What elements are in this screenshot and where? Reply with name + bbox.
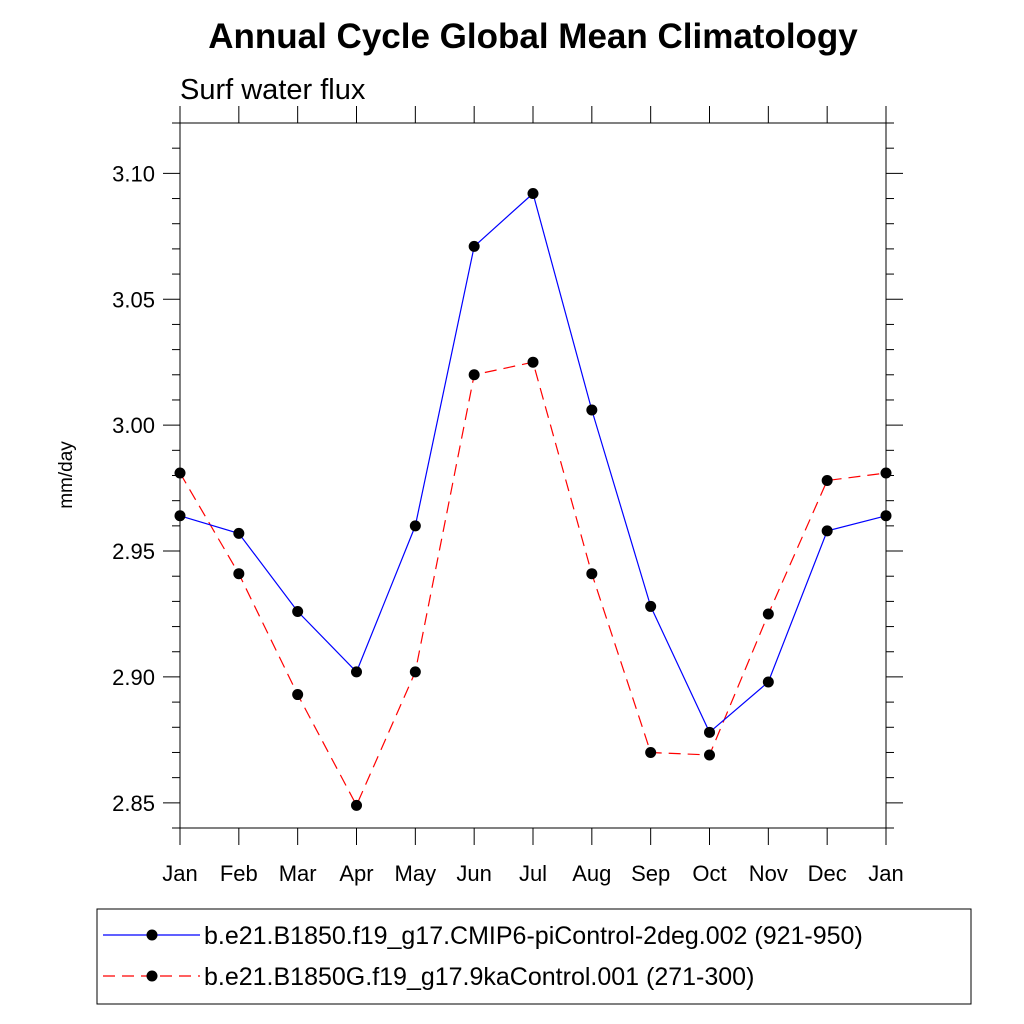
data-point: [704, 749, 715, 761]
legend-label: b.e21.B1850.f19_g17.CMIP6-piControl-2deg…: [204, 922, 863, 950]
data-point: [586, 404, 598, 416]
data-point: [468, 369, 480, 381]
data-point: [468, 240, 480, 252]
data-point: [762, 676, 774, 688]
x-tick-label: Mar: [279, 861, 317, 886]
data-point: [586, 568, 598, 580]
data-point: [880, 467, 892, 479]
x-tick-label: Aug: [572, 861, 611, 886]
y-tick-label: 2.95: [112, 539, 155, 564]
data-point: [409, 520, 421, 532]
legend: b.e21.B1850.f19_g17.CMIP6-piControl-2deg…: [103, 922, 863, 991]
legend-box: [96, 908, 972, 1005]
x-tick-label: Apr: [339, 861, 373, 886]
x-tick-label: Nov: [749, 861, 788, 886]
chart-title: Annual Cycle Global Mean Climatology: [208, 17, 858, 56]
x-tick-label: Jan: [868, 861, 903, 886]
legend-marker: [146, 929, 158, 941]
data-point: [351, 666, 362, 678]
data-point: [292, 689, 304, 701]
x-tick-label: Oct: [692, 861, 726, 886]
data-point: [292, 605, 304, 617]
series-layer: [174, 188, 892, 811]
data-point: [704, 726, 715, 738]
data-point: [821, 525, 833, 537]
legend-marker: [146, 970, 158, 982]
y-tick-label: 3.00: [112, 413, 155, 438]
data-point: [645, 746, 657, 758]
y-tick-label: 2.85: [112, 791, 155, 816]
y-tick-label: 3.05: [112, 287, 155, 312]
data-point: [351, 799, 362, 811]
x-tick-label: Jul: [519, 861, 547, 886]
y-tick-label: 3.10: [112, 161, 155, 186]
series-line: [179, 361, 887, 807]
data-point: [409, 666, 421, 678]
x-tick-label: Sep: [631, 861, 670, 886]
x-tick-label: Feb: [220, 861, 258, 886]
data-point: [233, 568, 245, 580]
data-point: [527, 356, 539, 368]
axes: 2.85 2.90 2.95 3.00 3.05 3.10 Jan Feb Mar Apr May J…: [112, 106, 904, 886]
data-point: [527, 188, 539, 199]
x-tick-label: Jan: [162, 861, 197, 886]
data-point: [645, 600, 657, 612]
data-point: [880, 510, 892, 522]
data-point: [762, 608, 774, 620]
data-point: [233, 527, 245, 539]
data-point: [174, 510, 186, 522]
x-tick-label: Jun: [456, 861, 491, 886]
x-tick-label: Dec: [808, 861, 847, 886]
y-axis-label: mm/day: [56, 441, 77, 509]
chart-subtitle: Surf water flux: [180, 74, 366, 106]
plot-frame: [179, 122, 887, 829]
series-line: [179, 192, 887, 734]
x-tick-label: May: [395, 861, 437, 886]
legend-label: b.e21.B1850G.f19_g17.9kaControl.001 (271…: [204, 963, 754, 991]
data-point: [174, 467, 186, 479]
y-tick-label: 2.90: [112, 665, 155, 690]
data-point: [821, 475, 833, 487]
